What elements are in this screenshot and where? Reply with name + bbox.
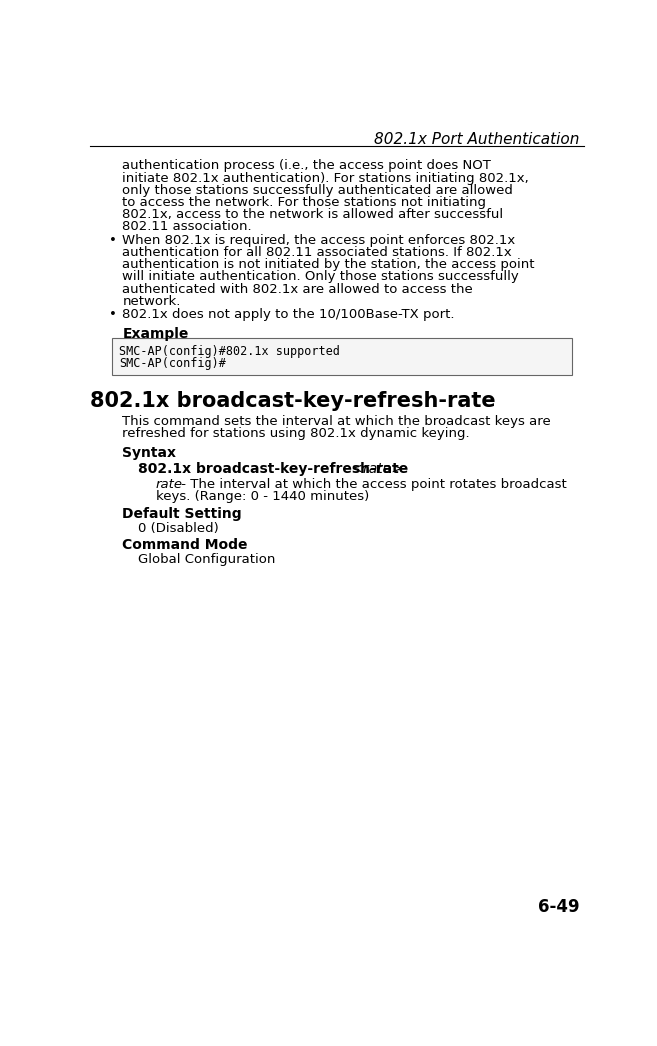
Text: •: • — [109, 309, 117, 321]
Text: keys. (Range: 0 - 1440 minutes): keys. (Range: 0 - 1440 minutes) — [156, 491, 369, 503]
Text: only those stations successfully authenticated are allowed: only those stations successfully authent… — [122, 184, 513, 197]
Text: SMC-AP(config)#: SMC-AP(config)# — [120, 357, 226, 370]
Text: <rate>: <rate> — [348, 461, 403, 476]
Text: Example: Example — [122, 326, 189, 341]
Text: initiate 802.1x authentication). For stations initiating 802.1x,: initiate 802.1x authentication). For sta… — [122, 172, 529, 184]
Text: - The interval at which the access point rotates broadcast: - The interval at which the access point… — [177, 478, 566, 491]
Text: 0 (Disabled): 0 (Disabled) — [138, 522, 219, 535]
Text: to access the network. For those stations not initiating: to access the network. For those station… — [122, 196, 486, 209]
Text: authenticated with 802.1x are allowed to access the: authenticated with 802.1x are allowed to… — [122, 282, 473, 296]
Text: 802.1x broadcast-key-refresh-rate: 802.1x broadcast-key-refresh-rate — [90, 391, 495, 411]
Text: This command sets the interval at which the broadcast keys are: This command sets the interval at which … — [122, 414, 551, 428]
Text: authentication process (i.e., the access point does NOT: authentication process (i.e., the access… — [122, 159, 491, 173]
Text: authentication for all 802.11 associated stations. If 802.1x: authentication for all 802.11 associated… — [122, 246, 512, 259]
Text: will initiate authentication. Only those stations successfully: will initiate authentication. Only those… — [122, 271, 519, 283]
Text: Command Mode: Command Mode — [122, 539, 248, 552]
Text: SMC-AP(config)#802.1x supported: SMC-AP(config)#802.1x supported — [120, 345, 340, 358]
Text: Default Setting: Default Setting — [122, 507, 242, 521]
Text: When 802.1x is required, the access point enforces 802.1x: When 802.1x is required, the access poin… — [122, 234, 516, 247]
Text: refreshed for stations using 802.1x dynamic keying.: refreshed for stations using 802.1x dyna… — [122, 427, 470, 439]
FancyBboxPatch shape — [112, 338, 572, 374]
Text: Syntax: Syntax — [122, 446, 177, 460]
Text: 802.11 association.: 802.11 association. — [122, 221, 252, 233]
Text: authentication is not initiated by the station, the access point: authentication is not initiated by the s… — [122, 258, 535, 271]
Text: rate: rate — [156, 478, 183, 491]
Text: 802.1x does not apply to the 10/100Base-TX port.: 802.1x does not apply to the 10/100Base-… — [122, 309, 455, 321]
Text: 802.1x Port Authentication: 802.1x Port Authentication — [374, 132, 579, 146]
Text: 6-49: 6-49 — [538, 897, 579, 915]
Text: 802.1x broadcast-key-refresh-rate: 802.1x broadcast-key-refresh-rate — [138, 461, 408, 476]
Text: Global Configuration: Global Configuration — [138, 553, 275, 566]
Text: 802.1x, access to the network is allowed after successful: 802.1x, access to the network is allowed… — [122, 208, 503, 221]
Text: •: • — [109, 234, 117, 247]
Text: network.: network. — [122, 295, 181, 308]
